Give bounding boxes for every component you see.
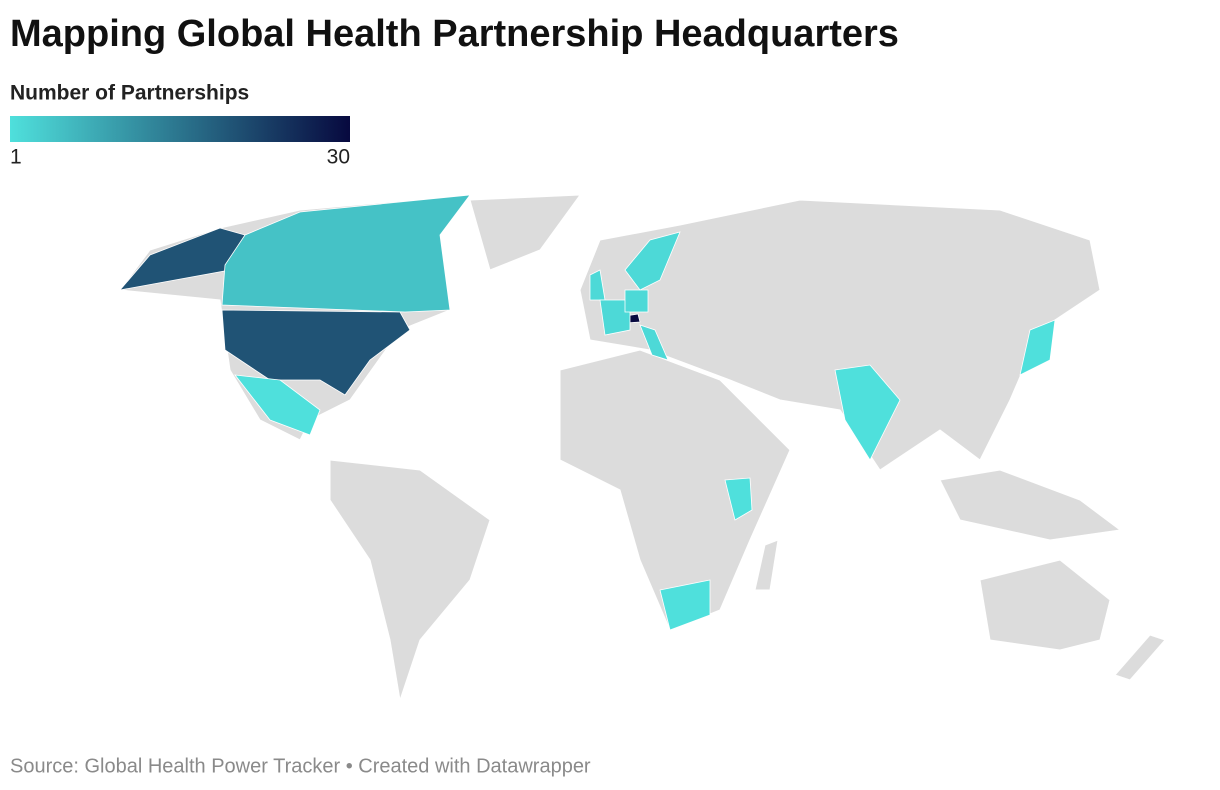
country-region bbox=[221, 194, 471, 313]
country-region bbox=[639, 324, 669, 361]
greenland bbox=[469, 194, 582, 271]
legend-max: 30 bbox=[327, 146, 350, 169]
legend-gradient bbox=[10, 116, 350, 142]
madagascar bbox=[754, 539, 779, 591]
chart-title: Mapping Global Health Partnership Headqu… bbox=[10, 13, 899, 55]
new-zealand bbox=[1114, 634, 1166, 681]
country-region bbox=[1019, 319, 1056, 376]
country-region bbox=[659, 579, 711, 631]
legend-min: 1 bbox=[10, 146, 22, 169]
africa bbox=[559, 349, 791, 631]
southeast-asia-islands bbox=[939, 469, 1122, 541]
eurasia bbox=[579, 199, 1101, 471]
country-region bbox=[624, 289, 649, 313]
country-region bbox=[834, 364, 901, 461]
source-note: Source: Global Health Power Tracker • Cr… bbox=[10, 755, 591, 777]
australia bbox=[979, 559, 1111, 651]
country-region bbox=[724, 477, 753, 521]
country-region bbox=[624, 231, 681, 291]
landmasses bbox=[118, 194, 1166, 701]
south-america bbox=[329, 459, 491, 701]
legend-title: Number of Partnerships bbox=[10, 82, 249, 105]
country-region bbox=[234, 374, 321, 436]
country-region bbox=[599, 299, 631, 336]
